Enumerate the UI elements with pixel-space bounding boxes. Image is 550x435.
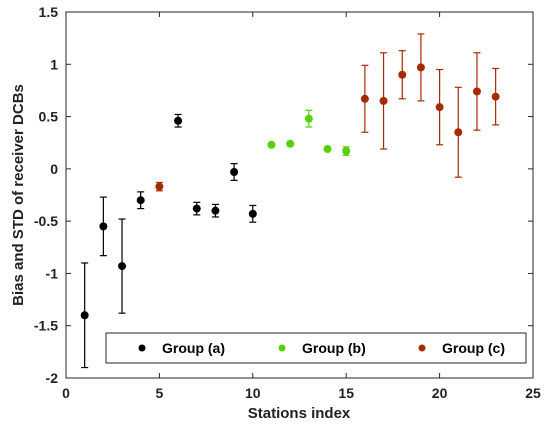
x-tick-label: 10 (245, 385, 261, 401)
data-point (342, 147, 351, 156)
legend-marker (278, 344, 286, 352)
y-tick-label: -2 (46, 370, 59, 386)
data-point (323, 144, 332, 153)
data-point (230, 167, 239, 176)
data-point (211, 206, 220, 215)
x-tick-label: 15 (338, 385, 354, 401)
x-tick-label: 20 (432, 385, 448, 401)
data-point (304, 114, 313, 123)
y-tick-label: 0 (50, 161, 58, 177)
data-point (192, 204, 201, 213)
legend-marker (138, 344, 146, 352)
legend-label: Group (b) (302, 340, 366, 356)
y-axis-title: Bias and STD of receiver DCBs (10, 84, 27, 306)
data-point (80, 311, 89, 320)
data-point (155, 182, 164, 191)
plot-area (65, 11, 534, 379)
data-point (286, 139, 295, 148)
data-point (99, 222, 108, 231)
legend-label: Group (c) (442, 340, 505, 356)
x-axis-title: Stations index (248, 405, 351, 422)
y-tick-label: -1.5 (34, 318, 58, 334)
y-tick-label: -1 (46, 265, 59, 281)
legend-label: Group (a) (162, 340, 225, 356)
data-point (360, 94, 369, 103)
data-points (80, 63, 500, 320)
data-point (416, 63, 425, 72)
data-point (398, 70, 407, 79)
y-tick-label: 1.5 (39, 4, 59, 20)
data-point (118, 262, 127, 271)
x-tick-label: 0 (62, 385, 70, 401)
data-point (454, 128, 463, 137)
data-point (267, 140, 276, 149)
data-point (379, 96, 388, 105)
legend: Group (a) Group (b) Group (c) (105, 332, 527, 364)
data-point (435, 103, 444, 112)
data-point (174, 116, 183, 125)
y-tick-label: 1 (50, 56, 58, 72)
legend-box (105, 332, 527, 364)
data-point (136, 196, 145, 205)
y-tick-label: 0.5 (39, 109, 59, 125)
data-point (248, 209, 257, 218)
data-point (472, 87, 481, 96)
y-tick-label: -0.5 (34, 213, 58, 229)
axis-ticks: 0 5 10 15 20 25 -2 -1.5 -1 -0.5 0 0.5 1 1.5 (34, 4, 541, 401)
x-tick-label: 25 (525, 385, 541, 401)
data-point (491, 92, 500, 101)
legend-marker (418, 344, 426, 352)
x-tick-label: 5 (156, 385, 164, 401)
